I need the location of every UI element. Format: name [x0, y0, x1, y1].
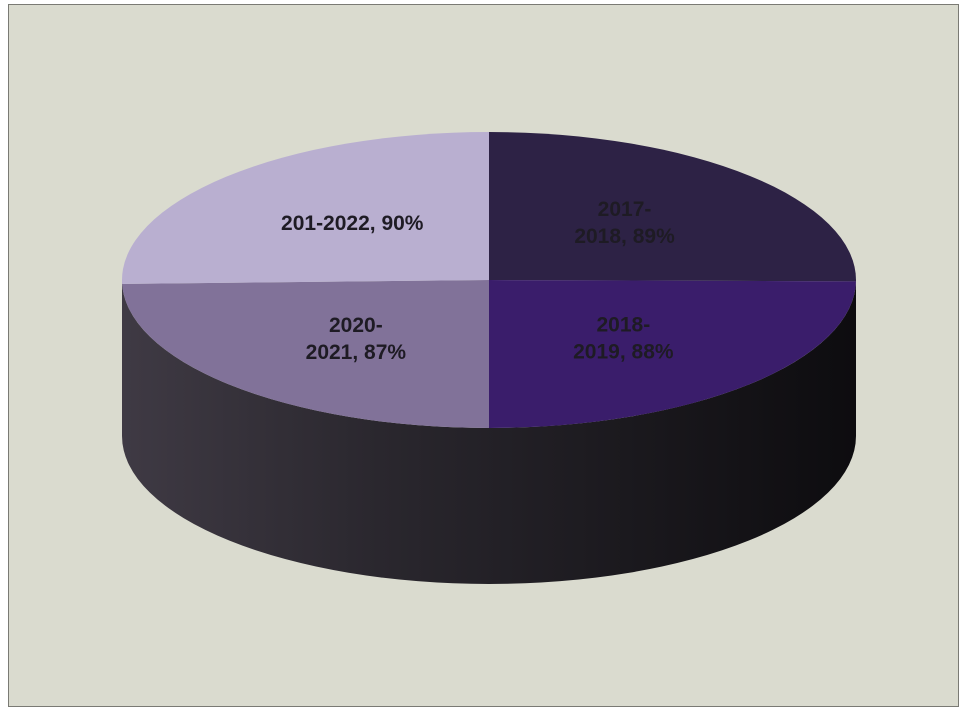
- pie-slice-2017-2018: [489, 132, 856, 282]
- chart-frame: 2017-2018, 89% 2018-2019, 88% 2020-2021, 8…: [8, 4, 959, 707]
- pie-slice-2020-2021: [122, 280, 489, 428]
- pie-slice-2018-2019: [489, 280, 856, 428]
- pie-data-label-201-2022: 201-2022, 90%: [281, 212, 424, 235]
- pie-data-label-2018-2019: 2018-2019, 88%: [573, 313, 674, 363]
- pie-slice-201-2022: [122, 132, 489, 284]
- pie-side-wall: [122, 280, 856, 584]
- pie-data-label-2017-2018: 2017-2018, 89%: [574, 198, 675, 248]
- pie-data-label-2020-2021: 2020-2021, 87%: [306, 314, 407, 364]
- pie-chart: 2017-2018, 89% 2018-2019, 88% 2020-2021, 8…: [122, 132, 856, 584]
